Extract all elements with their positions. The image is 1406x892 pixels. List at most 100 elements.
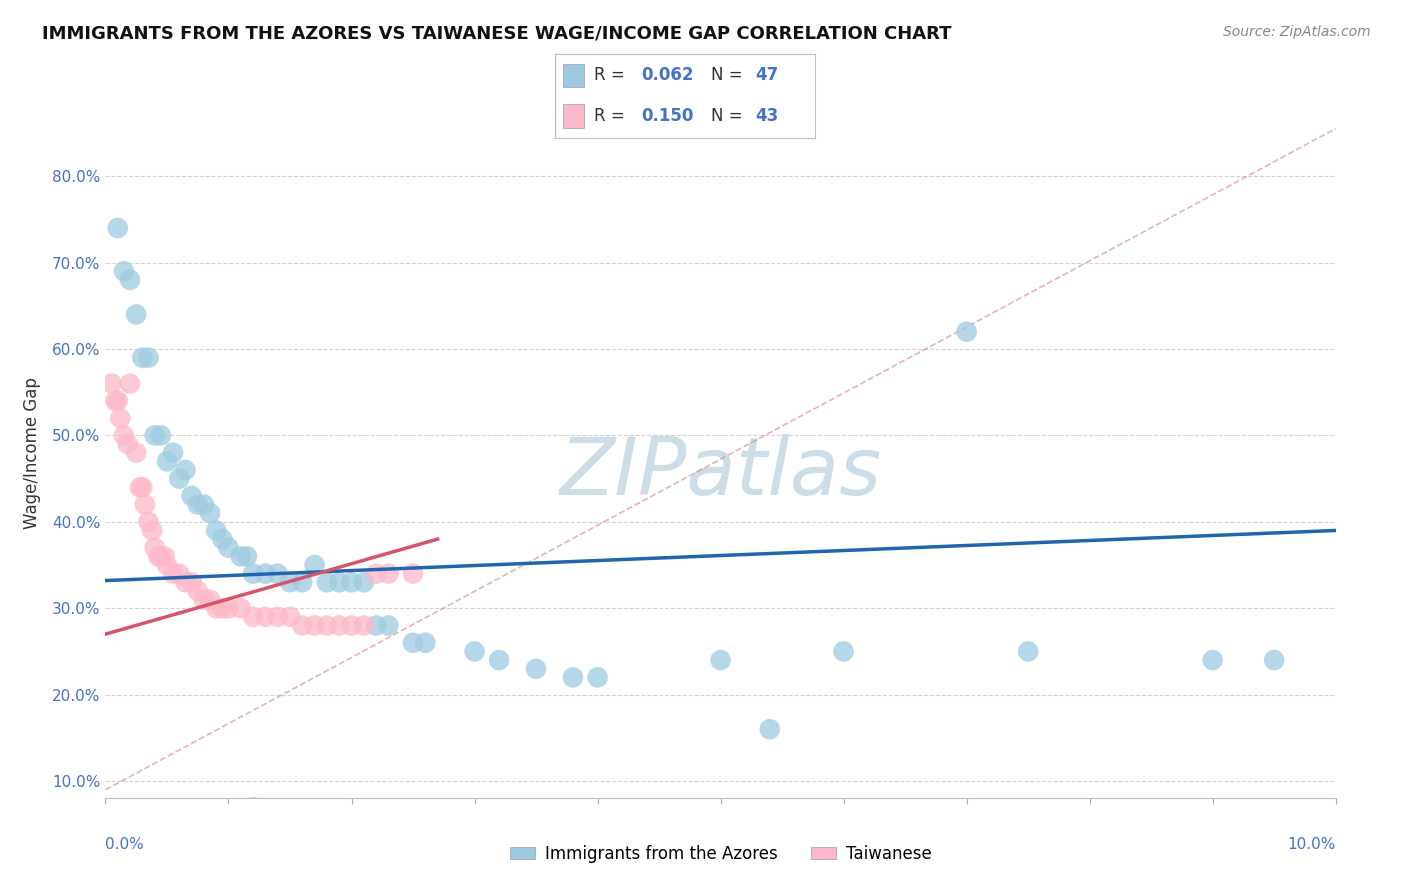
Point xyxy=(149,428,172,442)
Point xyxy=(110,411,132,425)
Text: N =: N = xyxy=(711,107,748,125)
Point xyxy=(242,566,264,581)
Point xyxy=(162,446,184,460)
Point xyxy=(229,601,252,615)
Point xyxy=(125,307,148,321)
Point xyxy=(211,601,233,615)
Point xyxy=(187,583,209,598)
Point xyxy=(143,428,166,442)
Point xyxy=(402,636,425,650)
Point xyxy=(364,618,387,632)
Point xyxy=(218,601,240,615)
Point xyxy=(254,610,277,624)
Point xyxy=(304,558,326,572)
Point xyxy=(211,532,233,546)
Point xyxy=(278,575,301,590)
Point xyxy=(148,549,170,564)
Point xyxy=(120,376,141,391)
Point xyxy=(291,618,314,632)
Point xyxy=(125,446,148,460)
Bar xyxy=(564,63,583,87)
Point xyxy=(315,575,337,590)
Text: 43: 43 xyxy=(755,107,779,125)
Point xyxy=(169,472,191,486)
Point xyxy=(180,575,202,590)
Point xyxy=(138,515,160,529)
Point xyxy=(328,575,350,590)
Point xyxy=(112,264,135,278)
Point xyxy=(242,610,264,624)
Point xyxy=(162,566,184,581)
Point xyxy=(413,636,436,650)
Point xyxy=(304,618,326,632)
Point xyxy=(205,601,228,615)
Point xyxy=(131,351,153,365)
Point xyxy=(100,376,122,391)
Point xyxy=(117,437,139,451)
Point xyxy=(149,549,172,564)
Text: 47: 47 xyxy=(755,66,779,84)
Point xyxy=(156,454,179,468)
Point xyxy=(586,670,609,684)
Point xyxy=(193,592,215,607)
Point xyxy=(242,800,264,814)
Point xyxy=(377,618,399,632)
Point xyxy=(198,506,221,520)
Text: 10.0%: 10.0% xyxy=(1288,837,1336,852)
Point xyxy=(180,489,202,503)
Point xyxy=(759,723,782,737)
Point xyxy=(1017,644,1039,658)
Point xyxy=(340,618,363,632)
Legend: Immigrants from the Azores, Taiwanese: Immigrants from the Azores, Taiwanese xyxy=(503,838,938,870)
Point xyxy=(205,524,228,538)
Point xyxy=(169,566,191,581)
Point xyxy=(402,566,425,581)
Point xyxy=(377,566,399,581)
Point xyxy=(131,480,153,494)
Bar xyxy=(564,104,583,128)
Point xyxy=(174,575,197,590)
Point xyxy=(193,498,215,512)
Point xyxy=(104,393,127,408)
Point xyxy=(710,653,733,667)
Point xyxy=(174,463,197,477)
Point xyxy=(141,524,163,538)
Point xyxy=(129,480,152,494)
Point xyxy=(218,541,240,555)
Point xyxy=(464,644,486,658)
Text: ZIPatlas: ZIPatlas xyxy=(560,434,882,512)
Text: 0.062: 0.062 xyxy=(641,66,693,84)
Point xyxy=(107,393,129,408)
Point xyxy=(120,273,141,287)
Point xyxy=(156,558,179,572)
Point xyxy=(278,610,301,624)
Point xyxy=(107,221,129,235)
Point xyxy=(832,644,855,658)
Text: 0.0%: 0.0% xyxy=(105,837,145,852)
Point xyxy=(138,351,160,365)
Point xyxy=(315,618,337,632)
Y-axis label: Wage/Income Gap: Wage/Income Gap xyxy=(22,376,41,529)
Text: IMMIGRANTS FROM THE AZORES VS TAIWANESE WAGE/INCOME GAP CORRELATION CHART: IMMIGRANTS FROM THE AZORES VS TAIWANESE … xyxy=(42,25,952,43)
Point xyxy=(488,653,510,667)
Point xyxy=(353,618,375,632)
Point xyxy=(236,549,259,564)
Text: R =: R = xyxy=(595,66,630,84)
Point xyxy=(134,498,156,512)
Point xyxy=(353,575,375,590)
Point xyxy=(328,618,350,632)
Point xyxy=(1201,653,1223,667)
Point xyxy=(364,566,387,581)
Text: R =: R = xyxy=(595,107,630,125)
Point xyxy=(112,428,135,442)
Text: N =: N = xyxy=(711,66,748,84)
Point xyxy=(153,549,176,564)
Point xyxy=(229,549,252,564)
Point xyxy=(291,575,314,590)
Point xyxy=(187,498,209,512)
Point xyxy=(956,325,979,339)
Point xyxy=(198,592,221,607)
Point xyxy=(340,575,363,590)
Point xyxy=(267,610,290,624)
Point xyxy=(562,670,585,684)
